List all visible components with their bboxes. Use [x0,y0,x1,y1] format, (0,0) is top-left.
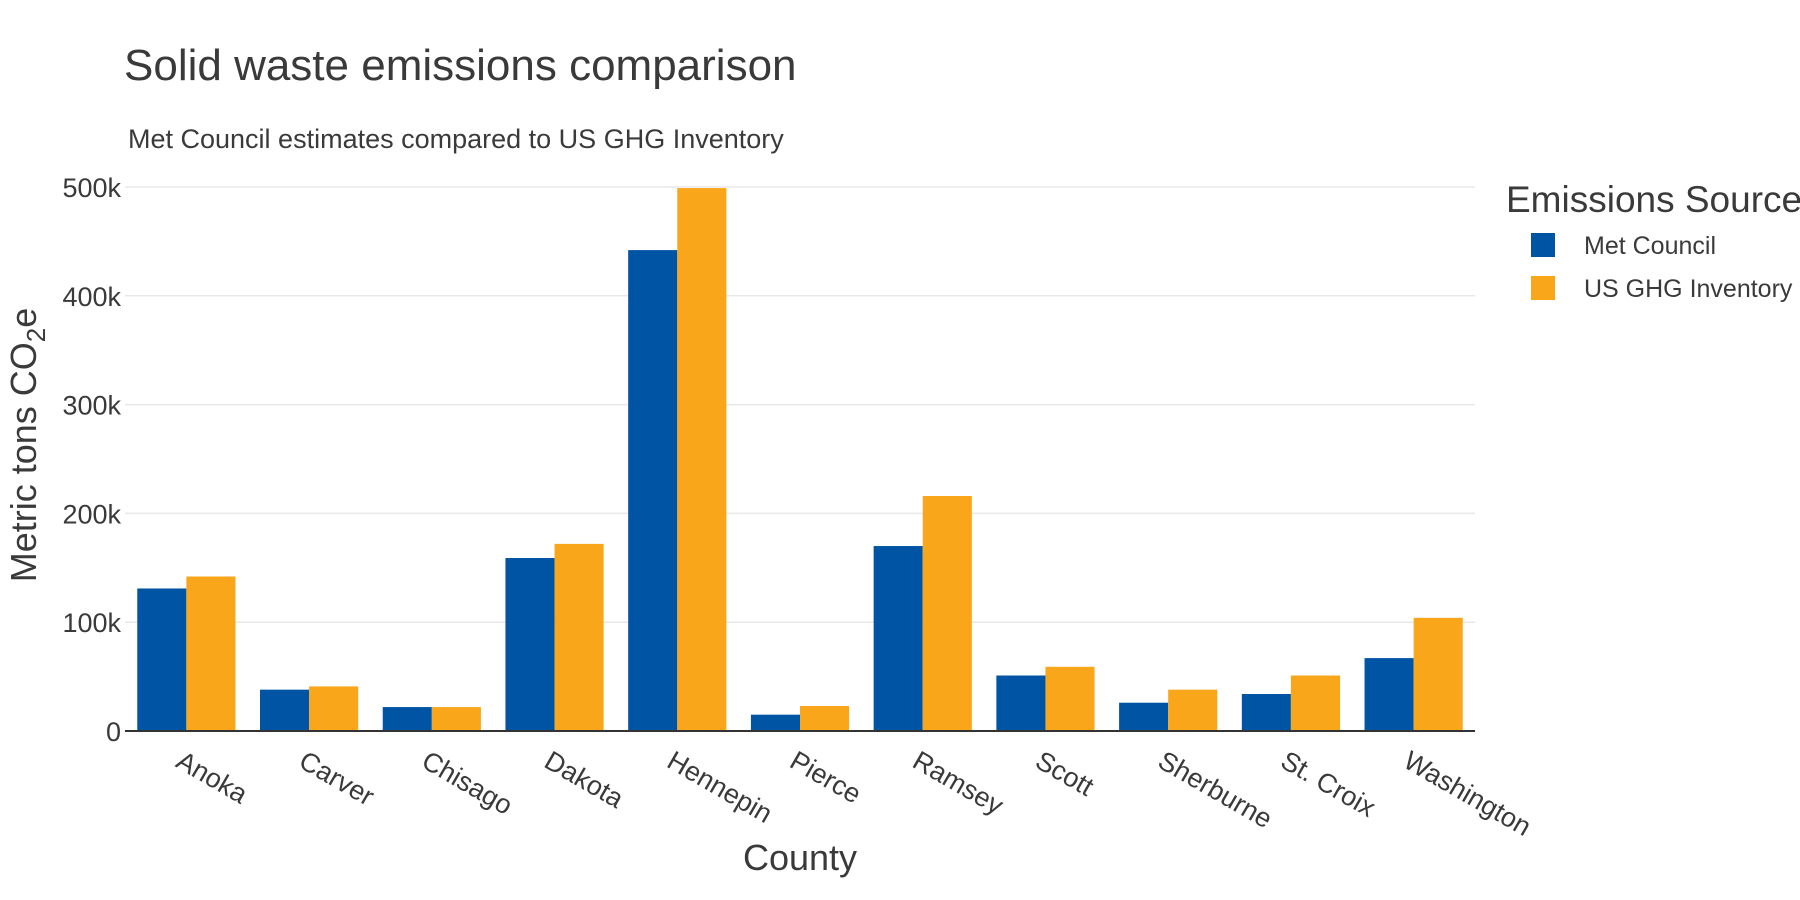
x-tick-label: Washington [1399,745,1537,842]
y-axis-title-subscript: 2 [21,328,51,342]
y-axis-title-tail: e [3,308,44,328]
y-axis-title-main: Metric tons CO [3,342,44,582]
x-axis-ticks: Anoka Carver Chisago Dakota Hennepin Pierce Ra… [171,745,1536,842]
bar-us-ghg-inventory [922,495,972,731]
bar-met-council [750,714,800,731]
bar-met-council [1119,702,1169,731]
x-tick-label: Chisago [417,745,518,821]
y-tick-label: 400k [62,282,121,312]
x-tick-label: Scott [1030,745,1099,802]
bar-met-council [260,689,310,731]
legend-swatch [1531,233,1555,257]
x-tick-label: Dakota [540,745,630,814]
chart-subtitle: Met Council estimates compared to US GHG… [128,124,784,154]
bar-us-ghg-inventory [1045,666,1095,731]
bar-met-council [505,558,555,731]
y-axis-title: Metric tons CO2e [3,308,51,583]
x-tick-label: Hennepin [662,745,777,829]
bar-met-council [1241,694,1291,731]
bar-us-ghg-inventory [186,576,236,731]
bar-us-ghg-inventory [309,686,359,731]
bar-met-council [137,588,187,731]
legend-swatch [1531,276,1555,300]
bars [137,188,1463,731]
x-tick-label: Anoka [171,745,253,810]
y-tick-label: 300k [62,391,121,421]
bar-us-ghg-inventory [431,707,481,731]
legend-items: Met Council US GHG Inventory [1531,232,1793,303]
bar-met-council [628,250,678,731]
bar-us-ghg-inventory [800,705,850,731]
bar-us-ghg-inventory [1168,689,1218,731]
bar-met-council [1364,658,1414,731]
bar-us-ghg-inventory [554,543,604,731]
y-tick-label: 100k [62,608,121,638]
y-axis-ticks: 0 100k 200k 300k 400k 500k [62,173,121,747]
bar-met-council [382,707,432,731]
chart-title: Solid waste emissions comparison [124,41,797,90]
y-tick-label: 0 [106,717,121,747]
bar-us-ghg-inventory [1290,675,1340,731]
y-tick-label: 500k [62,173,121,203]
legend-label: Met Council [1584,232,1716,260]
legend-title: Emissions Source [1506,179,1800,220]
x-tick-label: Carver [294,745,379,811]
bar-met-council [873,546,923,731]
gridlines [125,186,1475,623]
x-tick-label: Ramsey [908,745,1009,821]
legend-label: US GHG Inventory [1584,275,1793,303]
bar-met-council [996,675,1046,731]
x-tick-label: Pierce [785,745,866,809]
x-axis-title: County [743,837,857,878]
legend: Emissions Source Met Council US GHG Inven… [1506,179,1800,303]
bar-us-ghg-inventory [1413,617,1463,731]
x-tick-label: St. Croix [1276,745,1381,823]
bar-us-ghg-inventory [677,188,727,731]
x-tick-label: Sherburne [1153,745,1277,834]
y-tick-label: 200k [62,499,121,529]
